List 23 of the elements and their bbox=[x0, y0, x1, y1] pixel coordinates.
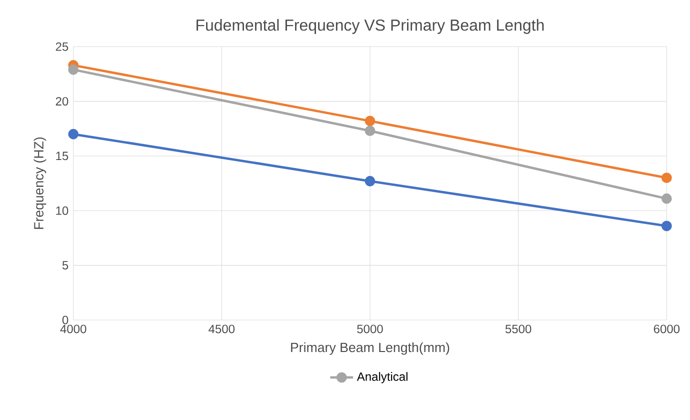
x-tick-label: 5500 bbox=[505, 324, 532, 334]
y-tick-label: 10 bbox=[56, 206, 68, 215]
y-tick-label: 20 bbox=[56, 97, 68, 106]
point bbox=[68, 128, 79, 140]
legend-label: Analytical bbox=[356, 372, 408, 384]
y-tick-label: 5 bbox=[62, 261, 68, 270]
y-tick-label: 25 bbox=[56, 42, 68, 51]
point bbox=[661, 193, 672, 204]
y-axis-title: Frequency (HZ) bbox=[34, 137, 46, 229]
point bbox=[661, 172, 672, 184]
point bbox=[661, 220, 672, 232]
y-tick-label: 0 bbox=[62, 316, 68, 324]
x-tick-label: 6000 bbox=[654, 324, 680, 334]
point bbox=[364, 126, 376, 136]
chart-title: Fudemental Frequency VS Primary Beam Length bbox=[196, 19, 544, 34]
x-axis-title: Primary Beam Length(mm) bbox=[291, 342, 450, 355]
y-tick-label: 15 bbox=[56, 152, 68, 160]
x-tick-label: 4000 bbox=[60, 324, 86, 334]
point bbox=[364, 116, 376, 126]
x-tick-label: 5000 bbox=[357, 324, 383, 334]
point bbox=[68, 64, 79, 75]
x-tick-label: 4500 bbox=[208, 324, 235, 334]
point bbox=[364, 176, 376, 186]
